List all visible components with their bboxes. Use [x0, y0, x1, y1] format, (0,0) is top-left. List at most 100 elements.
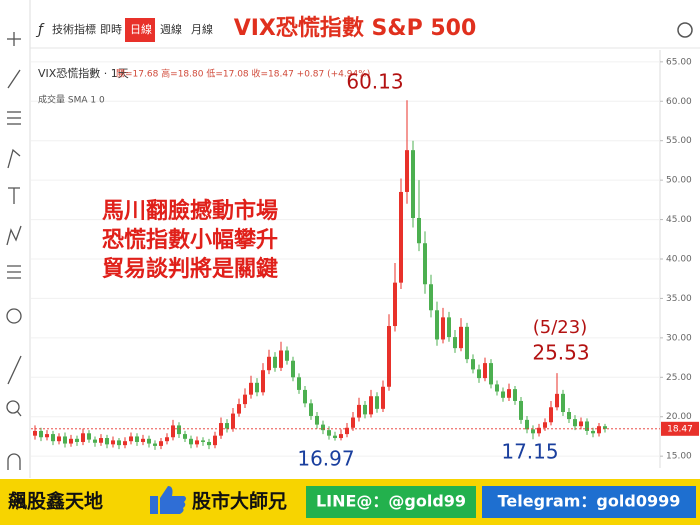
candle-body — [33, 430, 37, 436]
candle-body — [369, 396, 373, 415]
candle-body — [147, 438, 151, 444]
candle-body — [159, 441, 163, 446]
candle-body — [111, 440, 115, 445]
candle-body — [495, 384, 499, 392]
candle-body — [141, 438, 145, 442]
candle-body — [99, 438, 103, 443]
candle-body — [105, 438, 109, 445]
candle-body — [267, 356, 271, 371]
toolbar: ƒ 技術指標 即時 日線 週線 月線 VIX恐慌指數 S&P 500 — [30, 15, 700, 49]
volume-label: 成交量 SMA 1 0 — [38, 94, 105, 106]
candle-body — [249, 382, 253, 395]
monthly-button[interactable]: 月線 — [191, 22, 213, 36]
candle-body — [201, 440, 205, 442]
candle-body — [417, 217, 421, 244]
candle-body — [345, 427, 349, 435]
line-box[interactable] — [306, 486, 476, 518]
candle-body — [597, 426, 601, 434]
candle-body — [291, 360, 295, 378]
candle-body — [243, 394, 247, 405]
brush-icon[interactable] — [7, 148, 21, 169]
trendline-icon[interactable] — [7, 69, 21, 89]
candle-body — [507, 389, 511, 398]
candle-body — [51, 434, 55, 442]
indicator-button[interactable]: 技術指標 — [52, 22, 96, 36]
candle-body — [189, 438, 193, 445]
candle-body — [375, 396, 379, 409]
candle-body — [297, 377, 301, 390]
chart-title: VIX恐慌指數 S&P 500 — [234, 15, 477, 41]
peak-label: 60.13 — [346, 70, 403, 94]
forecast-icon[interactable] — [7, 265, 21, 279]
plot-area: 15.00 20.00 25.00 30.00 35.00 40.00 45.00 50.00… — [31, 50, 699, 468]
candle-body — [525, 419, 529, 430]
candle-body — [561, 393, 565, 413]
telegram-box[interactable] — [482, 486, 696, 518]
ruler-icon[interactable] — [7, 355, 22, 385]
y-tick-label: 40.00 — [666, 255, 692, 265]
daily-button[interactable]: 日線 — [130, 22, 152, 36]
spike-label: 25.53 — [532, 341, 589, 365]
candle-body — [45, 434, 49, 438]
candle-body — [87, 433, 91, 440]
y-tick-label: 30.00 — [666, 333, 692, 343]
candle-body — [279, 350, 283, 368]
low-label: 16.97 — [297, 447, 354, 471]
candle-body — [39, 430, 43, 438]
candle-body — [81, 433, 85, 442]
candle-body — [135, 436, 139, 442]
realtime-button[interactable]: 即時 — [100, 23, 122, 36]
candle-body — [255, 382, 259, 393]
line-text[interactable]: LINE@：@gold99 — [316, 492, 466, 511]
settings-icon[interactable] — [677, 22, 693, 38]
active-tab — [125, 18, 155, 42]
candle-body — [567, 412, 571, 420]
candle-body — [261, 370, 265, 393]
note-line: 恐慌指數小幅攀升 — [102, 227, 278, 253]
candle-body — [177, 425, 181, 435]
ohlc-info: 開=17.68 高=18.80 低=17.08 收=18.47 +0.87 (+… — [116, 68, 370, 80]
candle-body — [435, 310, 439, 340]
brand-text: 飆股鑫天地 — [8, 490, 103, 513]
price-tag — [661, 421, 699, 436]
fx-icon[interactable]: ƒ — [35, 22, 45, 38]
candle-body — [69, 438, 73, 444]
emoji-icon[interactable] — [6, 308, 22, 324]
zoom-icon[interactable] — [6, 400, 20, 414]
candle-body — [465, 326, 469, 360]
candle-body — [75, 438, 79, 442]
y-tick-label: 55.00 — [666, 136, 692, 146]
y-tick-label: 45.00 — [666, 215, 692, 225]
candle-body — [327, 430, 331, 436]
candle-body — [447, 317, 451, 338]
candle-body — [63, 436, 67, 444]
candle-body — [309, 403, 313, 416]
candle-body — [363, 404, 367, 415]
pattern-icon[interactable] — [6, 225, 22, 246]
candle-body — [501, 391, 505, 398]
magnet-icon[interactable] — [7, 453, 21, 470]
note-line: 貿易談判將是關鍵 — [102, 256, 278, 282]
candle-body — [237, 404, 241, 414]
candle-body — [153, 443, 157, 446]
symbol-label: VIX恐慌指數 · 1天 — [38, 66, 129, 80]
sidebar — [6, 0, 31, 478]
candle-body — [453, 337, 457, 349]
candle-body — [471, 359, 475, 370]
candle-body — [555, 393, 559, 408]
y-tick-label: 20.00 — [666, 412, 692, 422]
candle-body — [543, 422, 547, 428]
y-tick-label: 60.00 — [666, 97, 692, 107]
low-label: 17.15 — [501, 440, 558, 464]
text-icon[interactable] — [8, 187, 20, 204]
candle-body — [171, 425, 175, 438]
candle-body — [129, 436, 133, 442]
weekly-button[interactable]: 週線 — [160, 22, 182, 36]
candle-body — [591, 430, 595, 434]
telegram-text[interactable]: Telegram：gold0999 — [498, 492, 681, 511]
candle-body — [285, 350, 289, 361]
candle-body — [429, 284, 433, 311]
candle-body — [117, 440, 121, 446]
candle-body — [387, 326, 391, 387]
candle-body — [573, 419, 577, 427]
